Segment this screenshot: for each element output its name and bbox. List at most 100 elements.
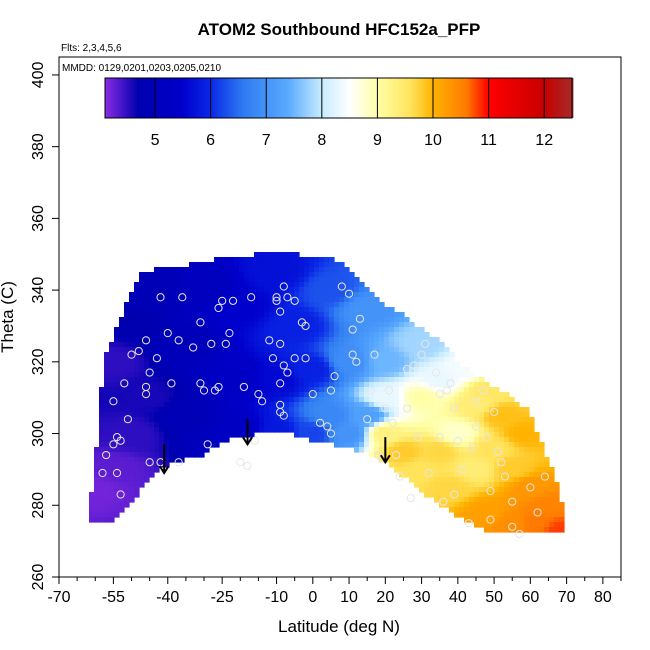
heatmap-cell <box>229 347 235 353</box>
heatmap-cell <box>414 327 420 333</box>
heatmap-cell <box>104 352 110 358</box>
heatmap-cell <box>154 347 160 353</box>
heatmap-cell <box>464 392 470 398</box>
heatmap-cell <box>449 477 455 483</box>
heatmap-cell <box>154 417 160 423</box>
heatmap-cell <box>164 457 170 463</box>
heatmap-cell <box>509 407 515 413</box>
heatmap-cell <box>454 487 460 493</box>
heatmap-cell <box>304 357 310 363</box>
heatmap-cell <box>129 327 135 333</box>
heatmap-cell <box>334 397 340 403</box>
heatmap-cell <box>124 437 130 443</box>
heatmap-cell <box>289 402 295 408</box>
heatmap-cell <box>124 482 130 488</box>
heatmap-cell <box>119 367 125 373</box>
sample-point <box>486 515 495 524</box>
heatmap-cell <box>534 517 540 523</box>
heatmap-cell <box>494 507 500 513</box>
heatmap-cell <box>129 397 135 403</box>
heatmap-cell <box>99 387 105 393</box>
sample-point <box>98 468 107 478</box>
heatmap-cell <box>404 337 410 343</box>
heatmap-cell <box>289 337 295 343</box>
heatmap-cell <box>354 357 360 363</box>
heatmap-cell <box>374 302 380 308</box>
heatmap-cell <box>474 477 480 483</box>
heatmap-cell <box>224 377 230 383</box>
heatmap-cell <box>244 347 250 353</box>
heatmap-cell <box>254 427 260 433</box>
heatmap-cell <box>129 337 135 343</box>
heatmap-cell <box>544 492 550 498</box>
heatmap-cell <box>359 437 365 443</box>
heatmap-cell <box>259 397 265 403</box>
heatmap-cell <box>284 302 290 308</box>
heatmap-cell <box>304 272 310 278</box>
heatmap-cell <box>304 342 310 348</box>
heatmap-cell <box>394 387 400 393</box>
heatmap-cell <box>309 382 315 388</box>
heatmap-cell <box>194 262 200 268</box>
heatmap-cell <box>184 332 190 338</box>
heatmap-cell <box>429 352 435 358</box>
heatmap-cell <box>224 392 230 398</box>
heatmap-cell <box>509 412 515 418</box>
colorbar-cell <box>123 78 126 118</box>
heatmap-cell <box>284 367 290 373</box>
heatmap-cell <box>544 502 550 508</box>
heatmap-cell <box>164 402 170 408</box>
heatmap-cell <box>209 282 215 288</box>
heatmap-cell <box>109 497 115 503</box>
heatmap-cell <box>234 412 240 418</box>
heatmap-cell <box>329 352 335 358</box>
heatmap-cell <box>389 372 395 378</box>
colorbar-cell <box>551 78 554 118</box>
heatmap-cell <box>524 442 530 448</box>
heatmap-cell <box>189 287 195 293</box>
heatmap-cell <box>419 397 425 403</box>
heatmap-cell <box>299 337 305 343</box>
heatmap-cell <box>314 357 320 363</box>
heatmap-cell <box>364 432 370 438</box>
heatmap-cell <box>529 457 535 463</box>
heatmap-cell <box>209 397 215 403</box>
heatmap-cell <box>454 492 460 498</box>
heatmap-cell <box>159 362 165 368</box>
colorbar-cell <box>473 78 476 118</box>
heatmap-cell <box>529 502 535 508</box>
heatmap-cell <box>349 412 355 418</box>
colorbar-cell <box>187 78 190 118</box>
heatmap-cell <box>94 502 100 508</box>
heatmap-cell <box>429 442 435 448</box>
heatmap-cell <box>219 397 225 403</box>
heatmap-cell <box>204 402 210 408</box>
heatmap-cell <box>459 452 465 458</box>
heatmap-cell <box>409 362 415 368</box>
heatmap-cell <box>214 322 220 328</box>
colorbar-cell <box>389 78 392 118</box>
heatmap-cell <box>109 362 115 368</box>
heatmap-cell <box>184 327 190 333</box>
colorbar-cell <box>327 78 330 118</box>
heatmap-cell <box>399 422 405 428</box>
heatmap-cell <box>264 257 270 263</box>
heatmap-cell <box>229 262 235 268</box>
heatmap-cell <box>129 332 135 338</box>
heatmap-cell <box>159 327 165 333</box>
heatmap-cell <box>389 462 395 468</box>
heatmap-cell <box>369 382 375 388</box>
heatmap-cell <box>174 387 180 393</box>
colorbar-cell <box>441 78 444 118</box>
heatmap-cell <box>274 347 280 353</box>
heatmap-cell <box>114 457 120 463</box>
heatmap-cell <box>114 377 120 383</box>
colorbar-cell <box>231 78 234 118</box>
colorbar-cell <box>463 78 466 118</box>
heatmap-cell <box>129 477 135 483</box>
heatmap-cell <box>139 352 145 358</box>
heatmap-cell <box>319 322 325 328</box>
heatmap-cell <box>174 292 180 298</box>
heatmap-cell <box>339 387 345 393</box>
heatmap-cell <box>349 392 355 398</box>
